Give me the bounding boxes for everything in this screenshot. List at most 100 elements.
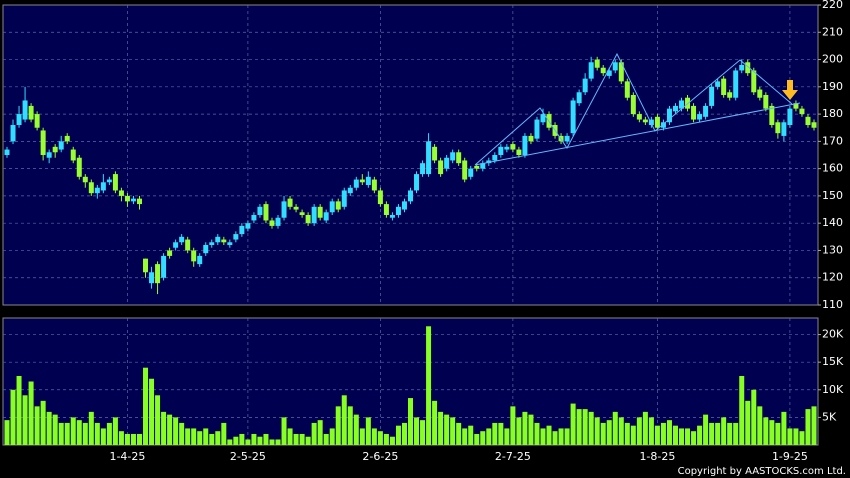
volume-bar	[811, 406, 817, 445]
y-tick-label: 15K	[822, 355, 844, 368]
candle-body	[679, 100, 685, 109]
candle-body	[136, 198, 142, 205]
volume-bar	[287, 428, 293, 445]
volume-bar	[58, 422, 64, 445]
volume-bar	[94, 422, 100, 445]
volume-bar	[624, 422, 630, 445]
candle-body	[787, 108, 793, 125]
candle-body	[10, 125, 16, 142]
candle-body	[167, 250, 173, 256]
candle-body	[106, 179, 112, 183]
candle-body	[173, 242, 179, 248]
candle-body	[112, 174, 118, 191]
candle-body	[432, 146, 438, 161]
volume-bar	[510, 406, 516, 445]
candle-body	[462, 160, 468, 180]
volume-bar	[371, 428, 377, 445]
candle-body	[486, 160, 492, 164]
candle-body	[221, 239, 227, 243]
volume-bar	[124, 433, 130, 445]
candle-body	[751, 70, 757, 93]
volume-bar	[703, 414, 709, 445]
volume-bar	[763, 417, 769, 445]
candle-body	[600, 67, 606, 74]
y-tick-label: 140	[822, 216, 843, 229]
candle-body	[510, 144, 516, 150]
volume-bar	[462, 428, 468, 445]
volume-bar	[347, 406, 353, 445]
volume-bar	[522, 411, 528, 445]
candle-body	[612, 62, 618, 71]
volume-bar	[564, 428, 570, 445]
volume-bar	[600, 422, 606, 445]
volume-bar	[329, 428, 335, 445]
volume-bar	[197, 431, 203, 445]
x-tick-label: 2-7-25	[495, 450, 531, 463]
volume-bar	[672, 425, 678, 445]
candle-body	[287, 198, 293, 207]
volume-bar	[480, 431, 486, 445]
volume-bar	[106, 422, 112, 445]
candle-body	[34, 114, 40, 128]
candle-body	[52, 146, 58, 153]
volume-bar	[715, 422, 721, 445]
candle-body	[468, 168, 474, 177]
volume-bar	[618, 417, 624, 445]
candle-body	[383, 204, 389, 215]
volume-bar	[636, 417, 642, 445]
candle-body	[353, 179, 359, 188]
volume-bar	[739, 375, 745, 445]
candle-body	[100, 182, 106, 191]
candle-body	[293, 206, 299, 210]
volume-bar	[251, 433, 257, 445]
volume-bar	[787, 428, 793, 445]
volume-bar	[751, 389, 757, 445]
volume-bar	[456, 422, 462, 445]
candle-body	[323, 212, 329, 221]
candle-body	[564, 135, 570, 142]
copyright: Copyright by AASTOCKS.com Ltd.	[678, 466, 846, 477]
volume-bar	[558, 428, 564, 445]
x-tick-label: 2-5-25	[230, 450, 266, 463]
volume-bar	[4, 420, 10, 445]
volume-bar	[311, 422, 317, 445]
volume-bar	[486, 428, 492, 445]
candle-body	[179, 236, 185, 243]
volume-bar	[70, 417, 76, 445]
candle-body	[733, 70, 739, 98]
candle-body	[347, 187, 353, 194]
volume-bar	[130, 433, 136, 445]
candle-body	[709, 86, 715, 106]
y-tick-label: 120	[822, 271, 843, 284]
volume-bar	[275, 439, 281, 445]
candle-body	[317, 206, 323, 218]
candle-body	[672, 105, 678, 112]
candle-body	[456, 152, 462, 164]
candle-body	[64, 135, 70, 142]
volume-bar	[149, 378, 155, 445]
volume-bar	[709, 422, 715, 445]
volume-bar	[395, 425, 401, 445]
candle-body	[630, 95, 636, 115]
volume-bar	[546, 425, 552, 445]
candle-body	[203, 245, 209, 254]
candle-body	[233, 234, 239, 240]
volume-bar	[143, 367, 149, 445]
volume-bar	[22, 395, 28, 445]
volume-bar	[239, 433, 245, 445]
volume-bar	[594, 417, 600, 445]
volume-bar	[444, 414, 450, 445]
volume-bar	[34, 406, 40, 445]
arrow	[782, 80, 798, 100]
volume-bar	[359, 428, 365, 445]
candle-body	[275, 217, 281, 226]
candle-body	[16, 114, 22, 125]
candle-body	[46, 152, 52, 158]
volume-bar	[685, 428, 691, 445]
candle-body	[624, 81, 630, 98]
candle-body	[757, 89, 763, 98]
volume-bar	[679, 428, 685, 445]
candle-body	[480, 163, 486, 169]
candle-body	[22, 100, 28, 120]
